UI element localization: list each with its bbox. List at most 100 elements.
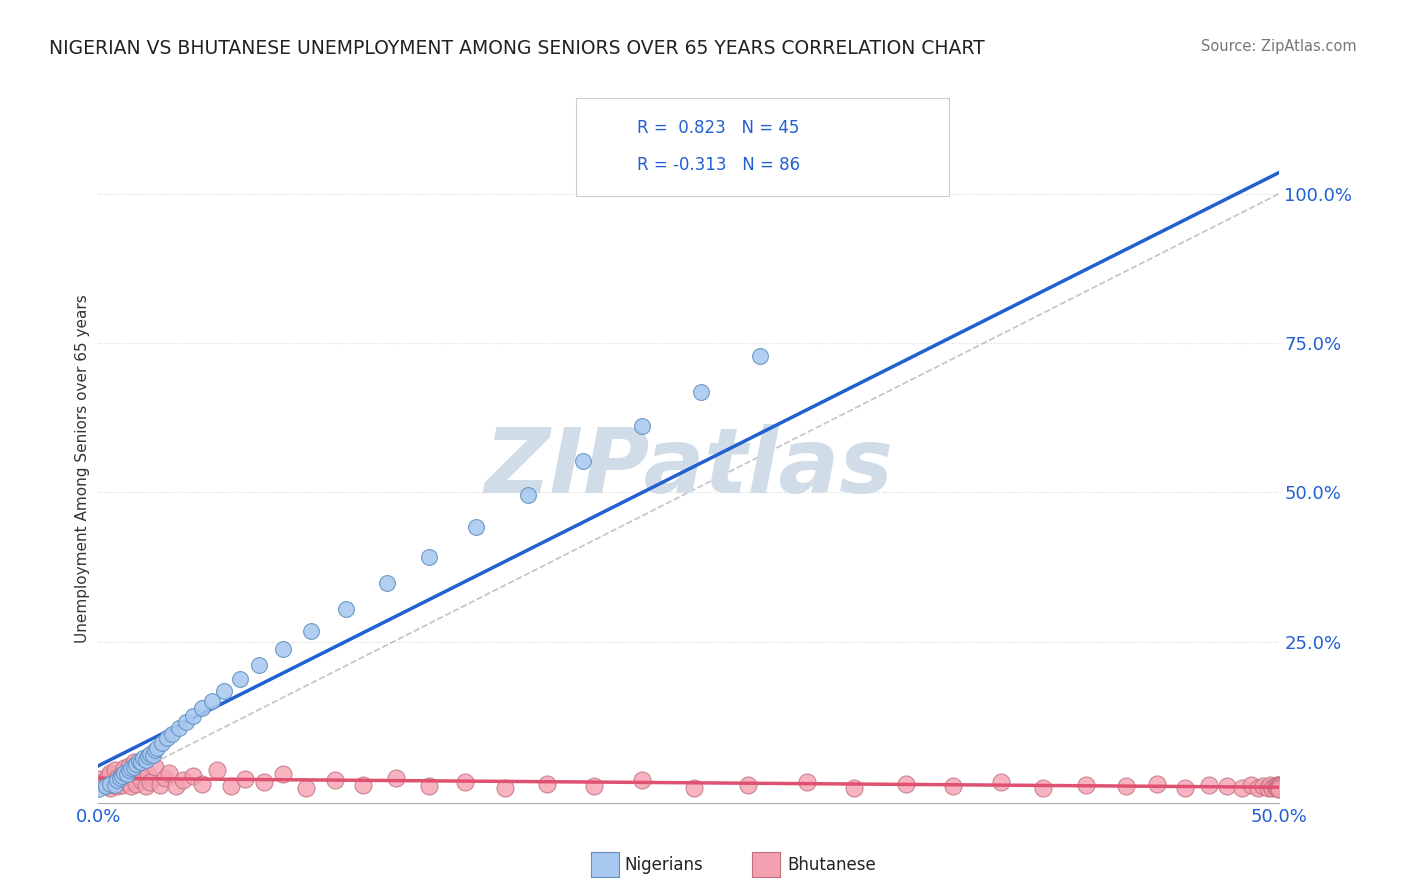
Point: [122, 755, 145, 769]
Point: [143, 760, 166, 774]
Point: [118, 763, 141, 777]
Point: [271, 641, 294, 656]
Point: [689, 384, 711, 399]
Point: [1268, 782, 1291, 797]
Point: [150, 736, 173, 750]
Point: [115, 767, 138, 781]
Point: [135, 753, 157, 767]
Point: [212, 683, 235, 698]
Point: [104, 763, 127, 777]
Point: [98, 780, 121, 795]
Point: [112, 766, 135, 780]
Point: [153, 771, 176, 785]
Point: [219, 779, 242, 793]
Point: [172, 773, 194, 788]
Point: [108, 771, 131, 785]
Point: [1268, 779, 1291, 793]
Point: [121, 761, 143, 775]
Point: [125, 777, 148, 791]
Point: [1265, 778, 1288, 792]
Point: [1251, 779, 1274, 793]
Point: [1268, 780, 1291, 795]
Point: [1268, 779, 1291, 793]
Point: [105, 773, 128, 788]
Point: [1257, 780, 1279, 795]
Y-axis label: Unemployment Among Seniors over 65 years: Unemployment Among Seniors over 65 years: [75, 294, 90, 642]
Point: [139, 747, 162, 761]
Point: [1265, 780, 1288, 795]
Point: [160, 727, 183, 741]
Point: [125, 756, 148, 771]
Point: [1146, 777, 1168, 791]
Point: [352, 778, 374, 792]
Point: [233, 772, 256, 786]
Point: [118, 758, 141, 772]
Point: [165, 779, 187, 793]
Point: [1268, 782, 1291, 797]
Point: [128, 769, 150, 783]
Point: [94, 779, 117, 793]
Point: [844, 780, 866, 795]
Point: [157, 766, 180, 780]
Point: [630, 419, 652, 434]
Point: [136, 767, 159, 781]
Point: [167, 721, 190, 735]
Point: [1268, 780, 1291, 795]
Point: [149, 778, 172, 792]
Point: [1268, 778, 1291, 792]
Point: [132, 751, 155, 765]
Text: ZIPatlas: ZIPatlas: [485, 425, 893, 512]
Point: [418, 779, 440, 793]
Point: [91, 775, 114, 789]
Point: [1115, 779, 1137, 793]
Point: [174, 715, 197, 730]
Point: [323, 773, 346, 788]
Point: [1074, 778, 1097, 792]
Point: [181, 709, 204, 723]
Point: [737, 778, 759, 792]
Point: [247, 658, 270, 673]
Point: [201, 694, 224, 708]
Point: [942, 779, 965, 793]
Point: [135, 779, 157, 793]
Point: [1261, 780, 1284, 795]
Point: [299, 624, 322, 638]
Point: [181, 769, 204, 783]
Point: [111, 769, 134, 783]
Point: [104, 778, 127, 792]
Point: [142, 747, 165, 762]
Point: [1264, 779, 1286, 793]
Text: Nigerians: Nigerians: [624, 856, 703, 874]
Point: [253, 775, 276, 789]
Point: [121, 779, 143, 793]
Text: Bhutanese: Bhutanese: [787, 856, 876, 874]
Point: [335, 601, 357, 615]
Point: [1265, 780, 1288, 795]
Point: [111, 767, 134, 781]
Point: [191, 777, 214, 791]
Point: [132, 763, 155, 777]
Point: [87, 782, 110, 797]
Point: [205, 763, 228, 777]
Point: [748, 349, 770, 363]
Point: [896, 777, 918, 791]
Point: [571, 454, 593, 468]
Point: [465, 520, 488, 534]
Point: [94, 779, 117, 793]
Point: [97, 769, 120, 783]
Point: [87, 772, 110, 786]
Point: [139, 775, 162, 789]
Point: [271, 767, 294, 781]
Point: [191, 701, 214, 715]
Point: [1268, 780, 1291, 795]
Point: [136, 749, 159, 764]
Point: [1258, 778, 1281, 792]
Point: [98, 777, 121, 791]
Point: [112, 761, 135, 775]
Point: [517, 488, 540, 502]
Point: [101, 777, 124, 791]
Text: NIGERIAN VS BHUTANESE UNEMPLOYMENT AMONG SENIORS OVER 65 YEARS CORRELATION CHART: NIGERIAN VS BHUTANESE UNEMPLOYMENT AMONG…: [49, 39, 986, 58]
Point: [418, 549, 440, 564]
Point: [1174, 780, 1197, 795]
Point: [1247, 780, 1270, 795]
